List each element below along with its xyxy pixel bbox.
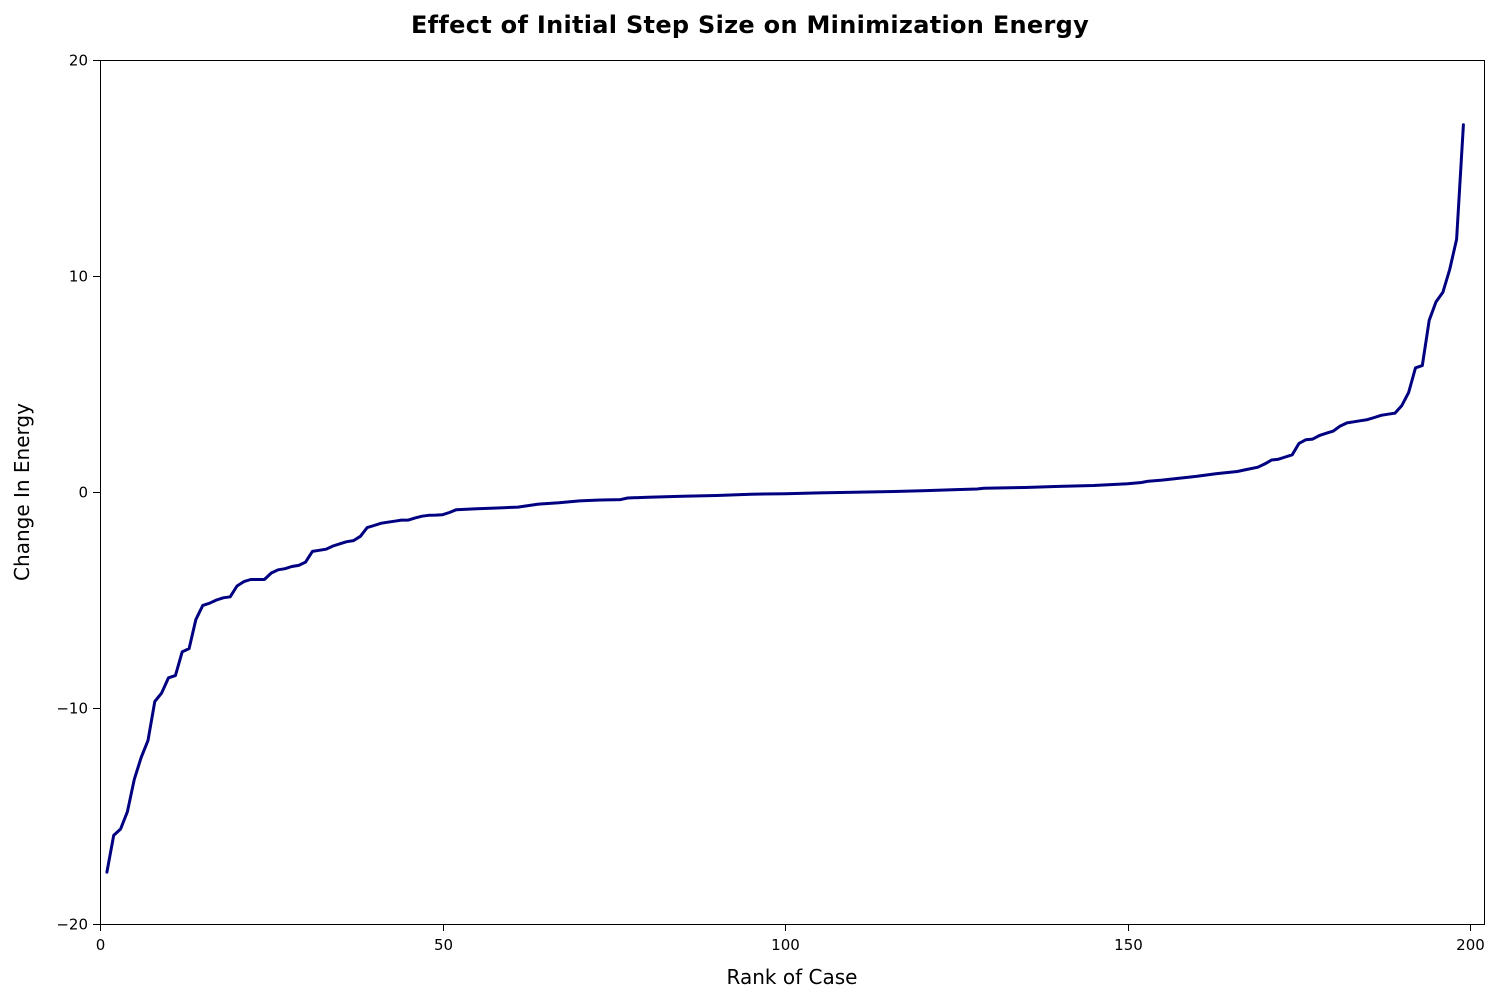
x-tick-label: 100 [771,936,800,954]
x-tick-label: 200 [1456,936,1485,954]
y-axis-label: Change In Energy [10,403,34,581]
x-axis: 0 50 100 150 200 [96,924,1485,954]
x-tick-label: 0 [96,936,106,954]
y-tick-label: 0 [78,484,88,502]
y-tick-label: −10 [56,700,88,718]
series-line [105,123,1465,874]
x-tick-label: 50 [434,936,453,954]
plot-frame [100,60,1485,925]
y-tick-label: −20 [56,916,88,934]
y-axis: −20 −10 0 10 20 [56,52,100,934]
y-tick-label: 10 [69,268,88,286]
x-axis-label: Rank of Case [727,965,858,989]
chart-title: Effect of Initial Step Size on Minimizat… [411,11,1089,39]
x-tick-label: 150 [1114,936,1143,954]
y-tick-label: 20 [69,52,88,70]
